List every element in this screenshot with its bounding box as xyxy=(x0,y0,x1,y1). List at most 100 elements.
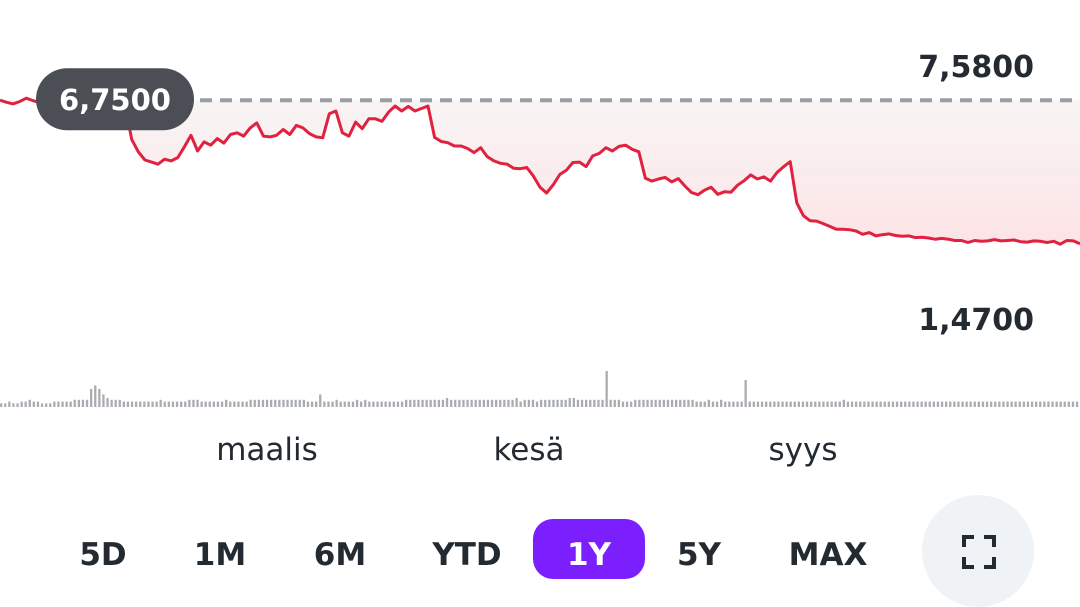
volume-bar xyxy=(482,399,485,407)
volume-bar xyxy=(380,401,383,407)
volume-bar xyxy=(257,399,260,407)
volume-bar xyxy=(1051,401,1054,407)
volume-bar xyxy=(511,399,514,407)
volume-bar xyxy=(282,399,285,407)
x-tick-label: kesä xyxy=(493,432,565,468)
volume-bar xyxy=(106,398,109,407)
volume-bar xyxy=(290,399,293,407)
volume-bar xyxy=(945,401,948,407)
volume-bar xyxy=(756,401,760,407)
volume-bar xyxy=(102,394,105,407)
range-button-5d[interactable]: 5D xyxy=(79,537,127,573)
volume-bar xyxy=(638,399,641,407)
volume-bar xyxy=(981,401,985,407)
volume-bar xyxy=(490,399,494,407)
range-button-ytd[interactable]: YTD xyxy=(432,537,502,573)
volume-bar xyxy=(388,401,391,407)
volume-bar xyxy=(969,401,972,407)
volume-bar xyxy=(965,401,968,407)
volume-bars xyxy=(0,371,1079,407)
volume-bar xyxy=(110,399,113,407)
volume-bar xyxy=(90,389,93,407)
volume-bar xyxy=(32,401,35,407)
volume-bar xyxy=(1063,401,1066,407)
volume-bar xyxy=(126,401,130,407)
volume-bar xyxy=(478,399,481,407)
volume-bar xyxy=(175,401,179,407)
volume-bar xyxy=(40,403,44,407)
volume-bar xyxy=(372,401,375,407)
volume-bar xyxy=(212,401,215,407)
volume-bar xyxy=(347,401,350,407)
volume-bar xyxy=(879,401,882,407)
volume-bar xyxy=(454,399,457,407)
volume-bar xyxy=(711,401,715,407)
volume-bar xyxy=(580,399,584,407)
volume-bar xyxy=(364,399,367,407)
volume-bar xyxy=(270,399,273,407)
volume-bar xyxy=(208,401,211,407)
volume-bar xyxy=(355,399,359,407)
volume-bar xyxy=(298,399,301,407)
volume-bar xyxy=(850,401,854,407)
volume-bar xyxy=(65,401,68,407)
volume-bar xyxy=(523,399,526,407)
volume-bar xyxy=(830,401,833,407)
range-button-1y[interactable]: 1Y xyxy=(532,519,646,579)
volume-bar xyxy=(12,403,15,407)
volume-bar xyxy=(949,401,952,407)
volume-bar xyxy=(535,401,539,407)
volume-bar xyxy=(61,401,64,407)
volume-bar xyxy=(683,399,686,407)
volume-bar xyxy=(409,399,412,407)
volume-bar xyxy=(781,401,784,407)
volume-bar xyxy=(994,401,997,407)
volume-bar xyxy=(36,401,40,407)
volume-bar xyxy=(568,398,571,407)
volume-bar xyxy=(433,399,436,407)
volume-bar xyxy=(871,401,874,407)
range-button-6m[interactable]: 6M xyxy=(313,537,367,573)
volume-bar xyxy=(630,401,633,407)
volume-bar xyxy=(932,401,935,407)
fullscreen-icon xyxy=(962,535,996,569)
volume-bar xyxy=(687,399,690,407)
volume-bar xyxy=(1055,401,1058,407)
volume-bar xyxy=(130,401,134,407)
fullscreen-button[interactable] xyxy=(922,495,1034,607)
volume-bar xyxy=(466,399,469,407)
volume-bar xyxy=(576,399,580,407)
volume-bar xyxy=(625,401,629,407)
range-button-1m[interactable]: 1M xyxy=(193,537,247,573)
volume-bar xyxy=(1047,401,1050,407)
volume-bar xyxy=(28,399,31,407)
volume-bar xyxy=(73,399,76,407)
volume-bar xyxy=(196,399,199,407)
previous-close-badge: 6,7500 xyxy=(36,68,194,131)
volume-bar xyxy=(495,399,498,407)
volume-bar xyxy=(785,401,788,407)
volume-bar xyxy=(114,399,117,407)
volume-bar xyxy=(437,399,440,407)
volume-bar xyxy=(748,401,751,407)
volume-bar xyxy=(585,399,588,407)
range-button-5y[interactable]: 5Y xyxy=(676,537,722,573)
volume-bar xyxy=(188,399,191,407)
volume-bar xyxy=(744,380,747,407)
volume-bar xyxy=(895,401,899,407)
volume-bar xyxy=(306,401,310,407)
volume-bar xyxy=(875,401,878,407)
price-chart[interactable]: 6,7500 7,5800 1,4700 xyxy=(0,0,1080,420)
volume-bar xyxy=(368,401,371,407)
volume-bar xyxy=(274,399,277,407)
volume-bar xyxy=(699,401,702,407)
low-price-label: 1,4700 xyxy=(918,303,1034,338)
volume-bar xyxy=(396,401,400,407)
volume-bar xyxy=(900,401,903,407)
volume-bar xyxy=(732,401,735,407)
range-button-max[interactable]: MAX xyxy=(788,537,868,573)
high-price-label: 7,5800 xyxy=(918,50,1034,85)
volume-bar xyxy=(883,401,886,407)
volume-bar xyxy=(1067,401,1070,407)
volume-bar xyxy=(1043,401,1046,407)
